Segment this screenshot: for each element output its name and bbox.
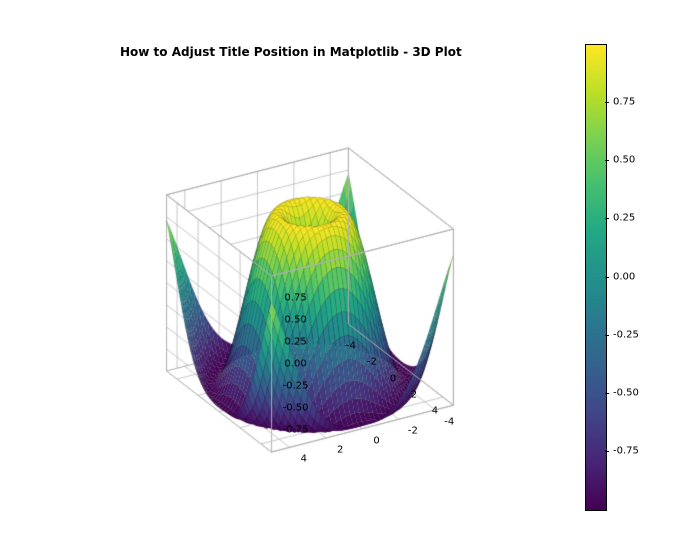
figure: How to Adjust Title Position in Matplotl… (0, 0, 700, 560)
colorbar-tick-label: -0.50 (613, 387, 639, 398)
colorbar-tick (605, 218, 609, 219)
colorbar-tick (605, 160, 609, 161)
colorbar-tick-label: 0.75 (613, 97, 635, 108)
colorbar-gradient (585, 44, 607, 511)
colorbar-tick-label: 0.50 (613, 155, 635, 166)
colorbar-tick (605, 277, 609, 278)
colorbar-tick (605, 393, 609, 394)
colorbar: -0.75 -0.50 -0.25 0.00 0.25 0.50 0.75 (585, 44, 665, 509)
colorbar-tick-label: -0.25 (613, 329, 639, 340)
colorbar-tick (605, 335, 609, 336)
colorbar-tick (605, 451, 609, 452)
colorbar-tick-label: -0.75 (613, 445, 639, 456)
colorbar-tick-label: 0.25 (613, 213, 635, 224)
colorbar-tick-label: 0.00 (613, 271, 635, 282)
colorbar-tick (605, 102, 609, 103)
